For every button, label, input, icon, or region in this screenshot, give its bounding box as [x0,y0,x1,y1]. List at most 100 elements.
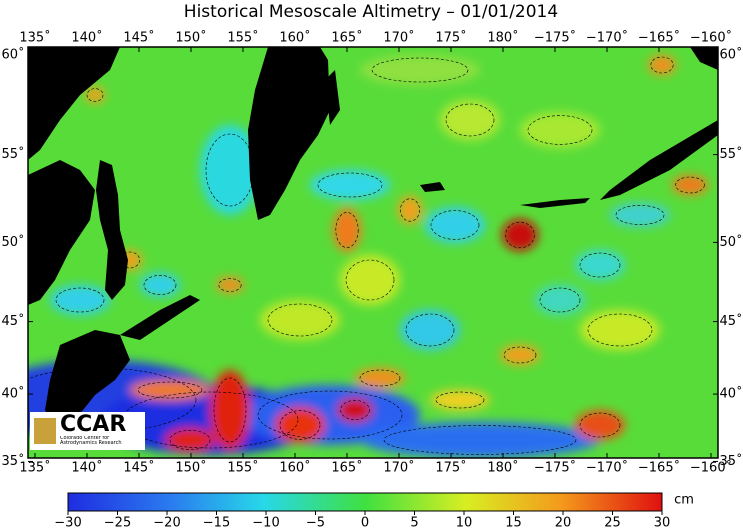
lon-label-top: 160˚ [279,30,310,46]
lat-label-right: 50˚ [719,234,742,250]
field-patch [140,273,180,297]
field-patch [200,125,260,215]
lon-label-top: −165˚ [638,30,680,46]
contour [430,210,480,240]
colorbar-tick-label: 15 [505,516,522,531]
field-patch [130,380,210,400]
lon-label-bottom: 150˚ [175,460,206,476]
contour [137,381,203,399]
colorbar-tick-label: 20 [555,516,572,531]
colorbar-tick-label: 0 [361,516,369,531]
lon-label-top: 145˚ [123,30,154,46]
contour [213,377,247,443]
lon-label-bottom: 155˚ [227,460,258,476]
contour [650,56,674,74]
lon-label-top: 135˚ [19,30,50,46]
field-patch [360,422,600,458]
field-patch [165,428,215,452]
lon-label-top: 175˚ [435,30,466,46]
contour [359,369,401,387]
contour [55,287,105,313]
field-patch [50,285,110,315]
field-patch [216,277,244,293]
lat-label-right: 35˚ [719,453,742,469]
lat-label-right: 40˚ [719,386,742,402]
contour [121,391,299,449]
field-patch [575,250,625,280]
logo: CCAR Colorado Center for Astrodynamics R… [30,412,145,450]
lon-label-bottom: −170˚ [586,460,628,476]
field-patch [425,207,485,243]
colorbar [67,492,663,512]
logo-name: CCAR [60,412,126,437]
field-patch [340,255,400,305]
contour [579,252,621,278]
colorbar-tick-label: −30 [54,516,81,531]
field-patch [500,345,540,365]
colorbar-tick-label: −10 [252,516,279,531]
colorbar-tick-label: 25 [604,516,621,531]
contour [169,430,211,450]
colorbar-tick-label: −20 [153,516,180,531]
contour [539,287,581,313]
field-patch [502,219,538,251]
field-patch [575,410,625,440]
lon-label-bottom: 170˚ [383,460,414,476]
lon-label-top: −175˚ [534,30,576,46]
lon-label-bottom: 180˚ [487,460,518,476]
colorbar-unit: cm [674,493,694,508]
contour [587,313,653,347]
lon-label-bottom: 160˚ [279,460,310,476]
contour [405,313,455,347]
field-patch [398,196,422,224]
lat-label-left: 55˚ [1,146,24,162]
contour [675,176,705,194]
contour [86,88,104,102]
contour [400,198,420,222]
lon-label-top: 155˚ [227,30,258,46]
lat-label-right: 55˚ [719,146,742,162]
contour [143,275,177,295]
contour [503,346,537,364]
logo-subtitle-box: Colorado Center for Astrodynamics Resear… [60,436,122,446]
field-patch [672,175,708,195]
contour [340,400,370,420]
field-patch [337,398,373,422]
land [28,47,718,430]
contour [317,172,383,198]
contour [435,391,485,409]
field-patch [440,100,500,140]
contour [383,425,577,455]
field-patch [580,310,660,350]
lat-label-left: 35˚ [1,453,24,469]
lon-label-top: −160˚ [690,30,732,46]
lon-label-bottom: −160˚ [690,460,732,476]
lon-label-top: 170˚ [383,30,414,46]
contour [445,103,495,137]
field-patch [275,407,325,443]
field-patch [355,368,405,388]
field-patch [400,310,460,350]
lat-label-left: 60˚ [1,47,24,63]
contour [345,259,395,301]
contour [279,410,321,440]
logo-emblem [34,418,56,444]
title: Historical Mesoscale Altimetry – 01/01/2… [184,2,558,22]
lon-label-bottom: 165˚ [331,460,362,476]
contour [371,57,469,83]
colorbar-tick-label: 10 [456,516,473,531]
lat-label-right: 60˚ [719,47,742,63]
contour [579,412,621,438]
altimetry-field [28,47,718,458]
lon-label-top: 180˚ [487,30,518,46]
lon-label-bottom: 145˚ [123,460,154,476]
lon-label-bottom: 135˚ [19,460,50,476]
contour [335,212,359,248]
colorbar-tick-label: −25 [104,516,131,531]
lon-label-top: −170˚ [586,30,628,46]
colorbar-tick-label: 5 [410,516,418,531]
colorbar-tick-label: −15 [203,516,230,531]
colorbar-tick-label: 30 [654,516,671,531]
lat-label-left: 45˚ [1,313,24,329]
lon-label-bottom: 175˚ [435,460,466,476]
